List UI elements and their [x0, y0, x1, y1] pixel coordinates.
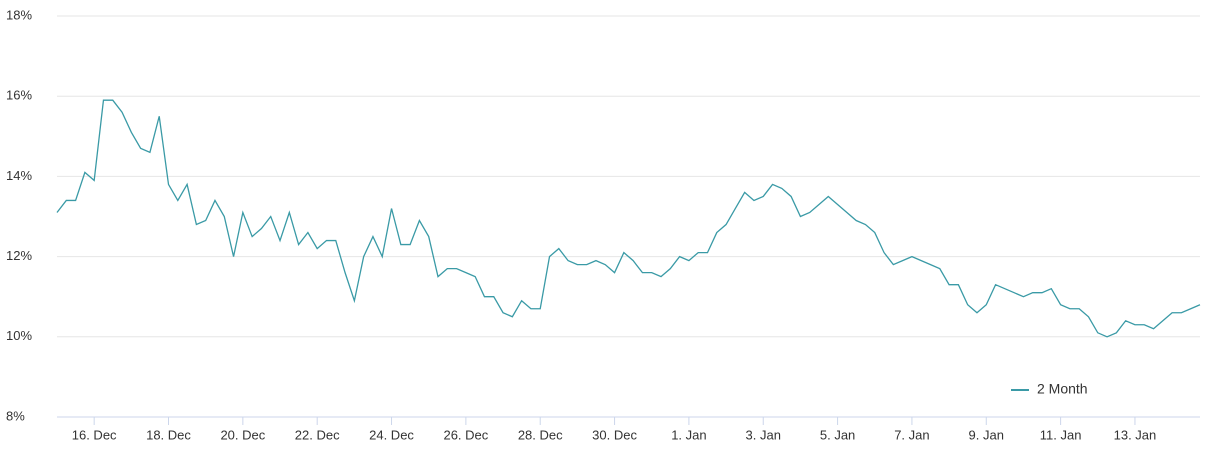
- y-tick-label: 12%: [6, 248, 32, 263]
- y-tick-label: 14%: [6, 168, 32, 183]
- x-tick-label: 24. Dec: [369, 427, 414, 442]
- y-tick-label: 18%: [6, 7, 32, 22]
- x-tick-label: 1. Jan: [671, 427, 706, 442]
- y-tick-label: 10%: [6, 328, 32, 343]
- y-tick-label: 8%: [6, 408, 25, 423]
- x-tick-label: 11. Jan: [1040, 427, 1082, 442]
- x-tick-label: 30. Dec: [592, 427, 637, 442]
- x-tick-label: 20. Dec: [220, 427, 265, 442]
- x-tick-label: 18. Dec: [146, 427, 191, 442]
- x-tick-label: 9. Jan: [969, 427, 1004, 442]
- x-tick-label: 26. Dec: [443, 427, 488, 442]
- x-tick-label: 7. Jan: [894, 427, 929, 442]
- x-tick-label: 28. Dec: [518, 427, 563, 442]
- x-tick-label: 3. Jan: [746, 427, 781, 442]
- x-tick-label: 5. Jan: [820, 427, 855, 442]
- x-tick-label: 13. Jan: [1114, 427, 1157, 442]
- legend-label: 2 Month: [1037, 381, 1088, 397]
- x-tick-label: 22. Dec: [295, 427, 340, 442]
- y-tick-label: 16%: [6, 88, 32, 103]
- x-tick-label: 16. Dec: [72, 427, 117, 442]
- line-series: [56, 99, 1201, 338]
